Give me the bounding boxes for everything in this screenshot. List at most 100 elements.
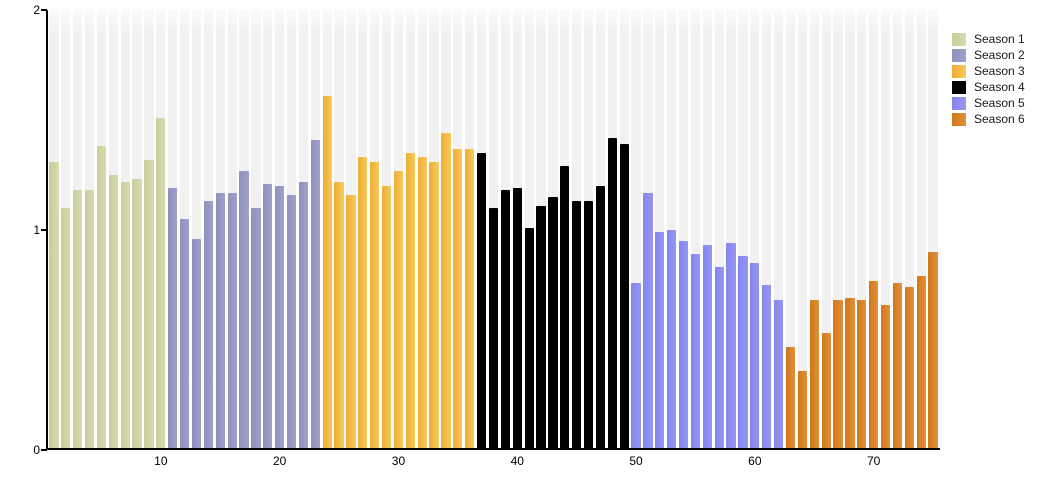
bar-background (191, 10, 202, 450)
bar-episode-58 (726, 243, 736, 450)
bar-background (821, 10, 831, 450)
bar-episode-53 (667, 230, 677, 450)
bar-background (631, 10, 641, 450)
bar-episode-61 (762, 285, 772, 450)
bar-episode-43 (548, 197, 558, 450)
bar-episode-4 (84, 190, 95, 450)
bar-background (762, 10, 772, 450)
bar-episode-68 (845, 298, 855, 450)
legend-swatch (952, 48, 966, 62)
bar-episode-62 (773, 300, 784, 450)
y-axis-tick-label: 2 (33, 3, 40, 17)
bar-episode-30 (393, 170, 404, 450)
bar-episode-12 (179, 219, 190, 450)
legend-item: Season 6 (952, 111, 1025, 127)
bar-episode-50 (631, 282, 641, 450)
legend-swatch (952, 64, 966, 78)
bar-episode-69 (857, 300, 867, 450)
bar-episode-21 (286, 194, 297, 450)
bar-background (714, 10, 724, 450)
bar-background (869, 10, 879, 450)
y-axis-tick-label: 0 (33, 443, 40, 457)
legend-swatch (952, 80, 966, 94)
y-axis-tick-mark (41, 229, 47, 231)
bar-episode-6 (108, 175, 118, 450)
legend-swatch (952, 32, 966, 46)
bar-episode-42 (536, 205, 546, 450)
bar-episode-31 (405, 153, 415, 450)
x-axis-tick-label: 40 (510, 454, 524, 468)
bar-episode-39 (500, 190, 510, 450)
bar-episode-56 (702, 245, 712, 450)
plot-area (48, 10, 939, 450)
bar-episode-34 (441, 133, 451, 450)
y-axis-tick-mark (41, 449, 47, 451)
bar-episode-65 (809, 300, 819, 450)
bar-episode-36 (465, 148, 475, 450)
bar-episode-5 (96, 146, 107, 450)
bar-episode-45 (572, 201, 582, 450)
bar-episode-20 (275, 186, 285, 450)
bar-episode-28 (370, 161, 380, 450)
legend-label: Season 4 (974, 80, 1025, 94)
bar-background (797, 10, 807, 450)
legend-swatch (952, 96, 966, 110)
bar-background (857, 10, 867, 450)
x-axis-line (46, 448, 940, 450)
bar-episode-11 (168, 188, 178, 450)
bar-background (690, 10, 701, 450)
bar-episode-60 (750, 263, 760, 450)
bar-background (726, 10, 736, 450)
y-axis-tick-label: 1 (33, 223, 40, 237)
bar-episode-3 (73, 190, 83, 450)
bar-background (833, 10, 843, 450)
legend-swatch (952, 112, 966, 126)
bar-episode-26 (346, 194, 356, 450)
bar-background (809, 10, 819, 450)
bar-episode-70 (869, 280, 879, 450)
bar-episode-49 (619, 144, 629, 450)
bar-episode-40 (512, 188, 522, 450)
legend-label: Season 5 (974, 96, 1025, 110)
bar-episode-32 (417, 157, 427, 450)
bar-background (892, 10, 903, 450)
bar-episode-24 (322, 95, 332, 450)
bar-episode-64 (797, 370, 807, 450)
bar-episode-9 (144, 159, 154, 450)
legend-item: Season 1 (952, 31, 1025, 47)
bar-episode-18 (251, 208, 261, 450)
bar-episode-38 (488, 208, 499, 450)
x-axis-tick-label: 70 (866, 454, 881, 468)
legend: Season 1 Season 2 Season 3 Season 4 Season 5… (952, 31, 1025, 127)
bar-episode-23 (310, 139, 320, 450)
bar-background (928, 10, 938, 450)
bar-background (702, 10, 712, 450)
bar-episode-1 (49, 161, 59, 450)
bar-episode-7 (120, 181, 130, 450)
legend-item: Season 3 (952, 63, 1025, 79)
legend-label: Season 1 (974, 32, 1025, 46)
bar-episode-22 (298, 181, 309, 450)
x-axis-tick-label: 50 (629, 454, 643, 468)
bar-episode-47 (595, 186, 606, 450)
bar-episode-41 (524, 227, 534, 450)
y-axis-tick-mark (41, 9, 47, 11)
bar-episode-14 (203, 201, 213, 450)
bar-episode-25 (334, 181, 344, 450)
bar-background (785, 10, 796, 450)
legend-label: Season 3 (974, 64, 1025, 78)
bar-episode-27 (358, 157, 368, 450)
bar-episode-73 (904, 287, 914, 450)
bar-episode-15 (215, 192, 225, 450)
bar-background (738, 10, 748, 450)
bar-episode-17 (239, 170, 249, 450)
bar-episode-54 (678, 241, 689, 450)
legend-label: Season 6 (974, 112, 1025, 126)
bar-episode-66 (821, 333, 831, 450)
bar-episode-51 (643, 192, 653, 450)
bar-episode-63 (785, 346, 796, 450)
bar-episode-72 (892, 282, 903, 450)
bar-episode-75 (928, 252, 938, 450)
bar-episode-37 (476, 153, 487, 450)
